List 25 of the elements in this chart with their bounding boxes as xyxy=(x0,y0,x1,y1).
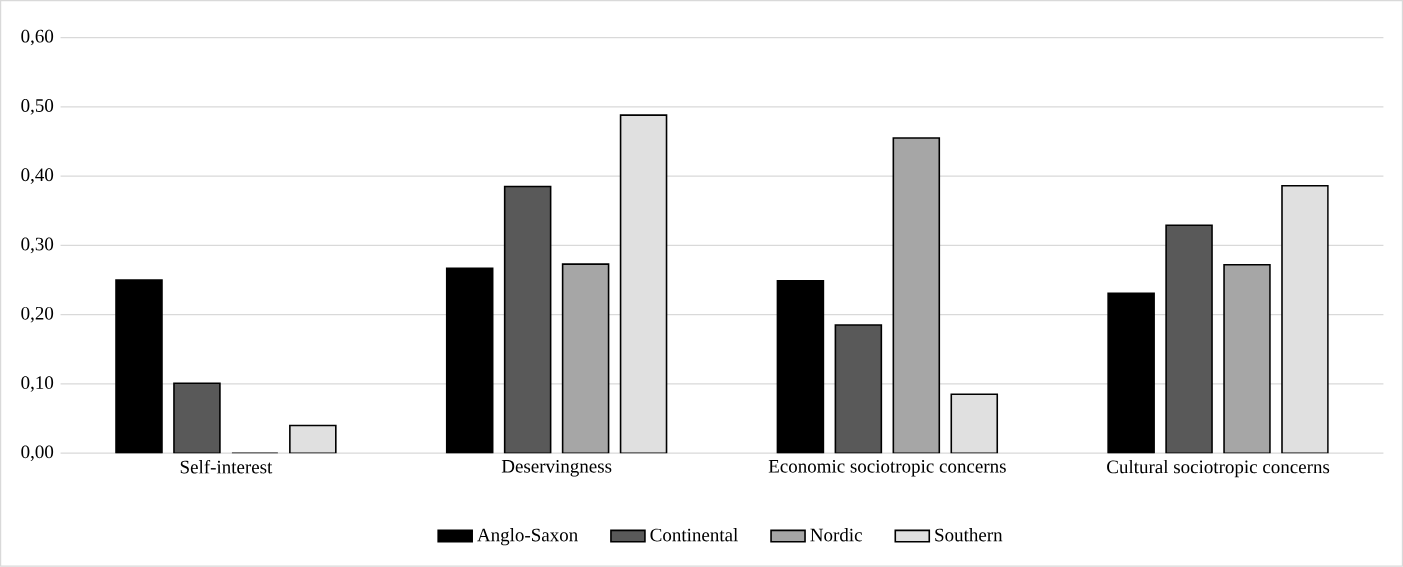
bar xyxy=(950,393,999,454)
y-tick-label: 0,30 xyxy=(21,237,54,254)
x-tick-label: Deservingness xyxy=(501,460,612,477)
y-tick-label: 0,40 xyxy=(21,168,54,185)
y-tick-label: 0,00 xyxy=(21,445,54,462)
bar xyxy=(834,324,883,454)
y-tick-label: 0,60 xyxy=(21,29,54,46)
y-tick-label: 0,20 xyxy=(21,307,54,323)
bar xyxy=(289,424,337,454)
bar xyxy=(503,185,552,454)
x-tick-label: Economic sociotropic concerns xyxy=(768,460,1006,477)
bar xyxy=(1165,224,1213,454)
x-tick-label: Cultural sociotropic concerns xyxy=(1107,460,1330,478)
y-tick-label: 0,10 xyxy=(21,376,54,392)
bar xyxy=(173,382,221,454)
legend-label: Continental xyxy=(650,528,738,542)
legend-label: Anglo-Saxon xyxy=(477,528,578,546)
bar xyxy=(1223,264,1271,454)
legend-label: Southern xyxy=(935,528,1003,542)
y-tick-label: 0,50 xyxy=(21,99,54,115)
bar xyxy=(892,137,941,454)
bar xyxy=(561,263,610,454)
bar xyxy=(1281,185,1329,454)
x-tick-label: Self-interest xyxy=(180,460,273,474)
legend-label: Nordic xyxy=(810,528,862,542)
